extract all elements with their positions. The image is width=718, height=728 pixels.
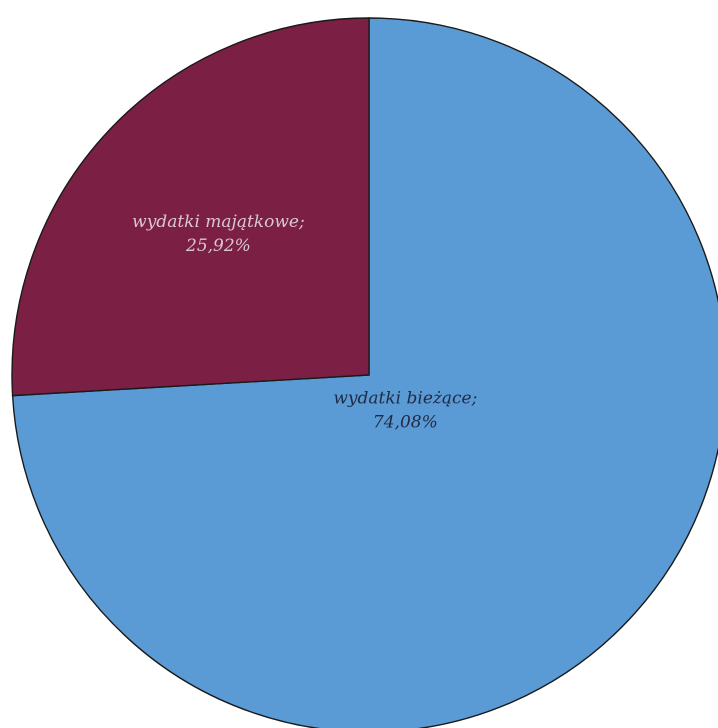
slice-label-value-1: 25,92% bbox=[185, 236, 251, 256]
slice-label-name-0: wydatki bieżące; bbox=[333, 388, 477, 408]
slice-label-value-0: 74,08% bbox=[373, 412, 438, 432]
pie-slice-0 bbox=[11, 17, 718, 728]
pie-slice-1 bbox=[11, 17, 370, 397]
slice-label-name-1: wydatki majątkowe; bbox=[132, 212, 305, 232]
